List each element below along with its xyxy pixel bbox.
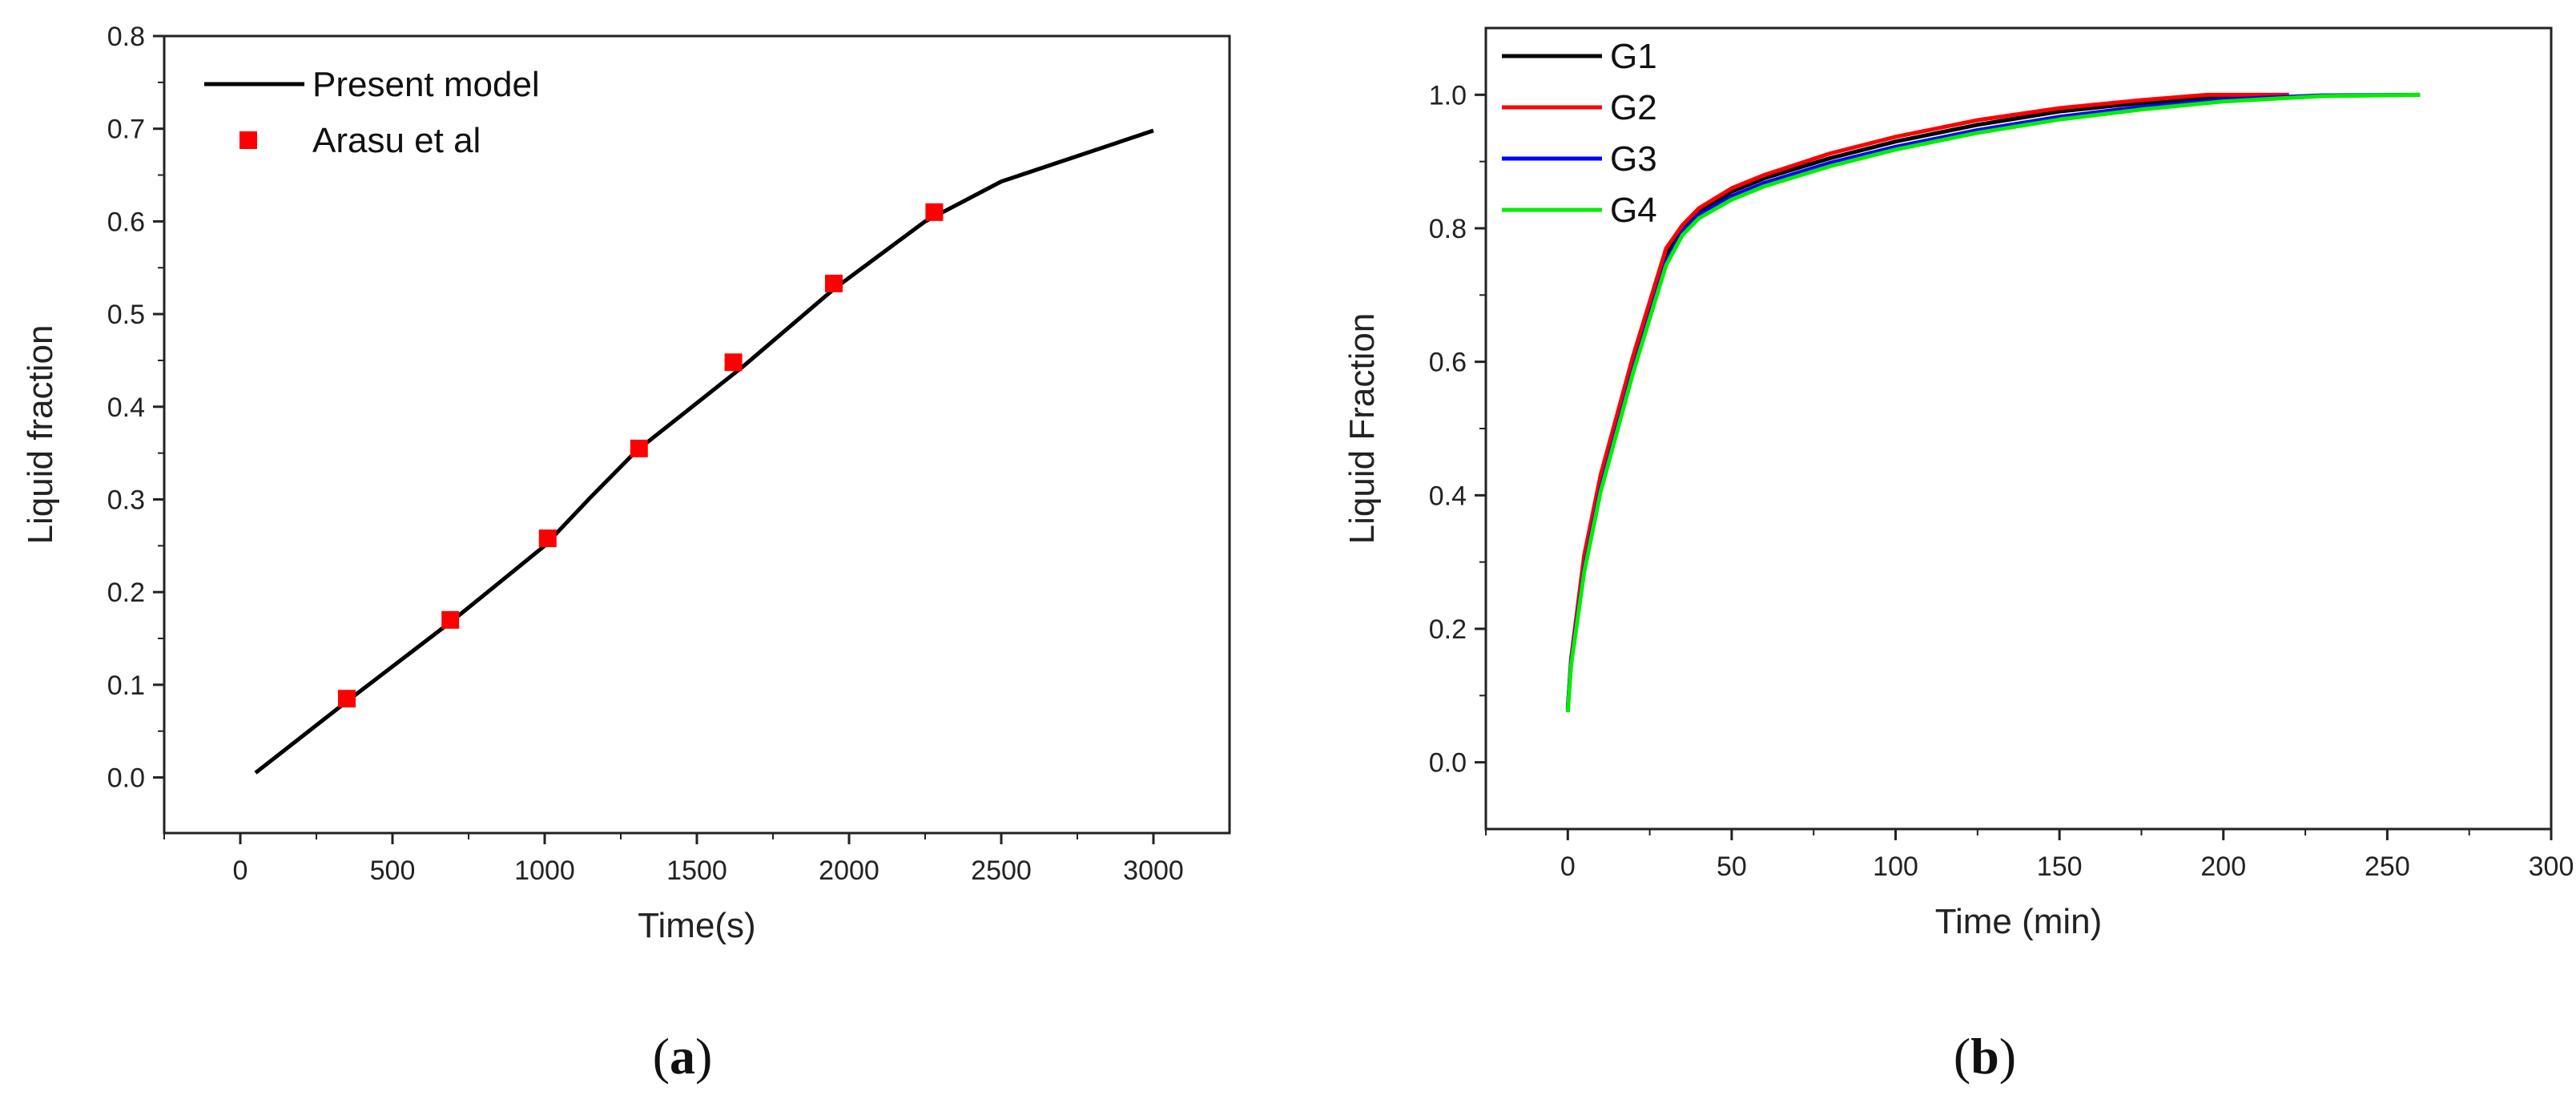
legend-label: G1 (1610, 37, 1657, 76)
x-tick-label: 50 (1717, 851, 1747, 882)
x-tick-label: 3000 (1123, 855, 1184, 886)
y-tick-label: 0.5 (107, 300, 145, 330)
data-point-arasu-et-al (538, 529, 557, 548)
x-tick-label: 100 (1873, 851, 1918, 882)
legend-label: Present model (312, 65, 540, 104)
y-tick-label: 0.1 (107, 670, 145, 701)
x-tick-label: 300 (2529, 851, 2574, 882)
y-tick-label: 0.3 (107, 485, 145, 515)
series-line-present-model (254, 128, 1154, 775)
legend-marker (239, 131, 257, 149)
data-point-arasu-et-al (441, 610, 460, 629)
panel-b-chart: 0 50 100 150 200 250 300 0.0 0.2 0.4 0.6 0.8 1.0 Time… (1342, 26, 2574, 941)
y-axis-label: Liquid fraction (21, 325, 60, 545)
legend-label: G3 (1610, 139, 1657, 179)
x-axis-label: Time (min) (1935, 902, 2103, 941)
x-tick-label: 500 (370, 855, 416, 886)
panel-a-caption: (a) (653, 1028, 713, 1085)
y-tick-label: 0.4 (107, 392, 145, 423)
x-axis-label: Time(s) (638, 906, 755, 945)
data-point-arasu-et-al (724, 353, 743, 372)
x-tick-label: 2000 (819, 855, 879, 886)
data-point-arasu-et-al (338, 690, 356, 708)
y-tick-label: 0.4 (1429, 481, 1467, 511)
series-line-g1 (1565, 92, 2289, 710)
x-tick-label: 0 (233, 855, 248, 886)
panel-b-caption: (b) (1954, 1028, 2016, 1085)
x-tick-label: 1500 (666, 855, 727, 886)
y-tick-label: 1.0 (1429, 80, 1467, 111)
y-tick-label: 0.8 (1429, 214, 1467, 244)
y-tick-label: 0.0 (1429, 748, 1467, 779)
y-tick-label: 0.7 (107, 115, 145, 145)
y-tick-label: 0.8 (107, 22, 145, 52)
panel-a-chart: 0 500 1000 1500 2000 2500 3000 0.0 0.1 0.2 0.3 0.4 0… (21, 22, 1231, 945)
x-tick-label: 1000 (514, 855, 575, 886)
y-axis-label: Liquid Fraction (1342, 313, 1382, 545)
y-tick-label: 0.6 (107, 207, 145, 237)
series-line-g4 (1565, 92, 2421, 713)
data-point-arasu-et-al (925, 203, 944, 221)
data-point-arasu-et-al (825, 274, 843, 292)
x-tick-label: 0 (1560, 851, 1576, 882)
series-line-g3 (1565, 92, 2421, 710)
x-tick-label: 250 (2365, 851, 2410, 882)
y-tick-label: 0.2 (1429, 614, 1467, 645)
x-tick-label: 200 (2200, 851, 2246, 882)
legend-label: Arasu et al (312, 121, 481, 160)
x-tick-label: 2500 (971, 855, 1032, 886)
legend-label: G4 (1610, 191, 1657, 230)
series-line-g2 (1565, 92, 2289, 710)
legend-label: G2 (1610, 88, 1657, 127)
y-tick-label: 0.6 (1429, 348, 1467, 378)
x-tick-label: 150 (2037, 851, 2083, 882)
data-point-arasu-et-al (630, 439, 648, 457)
y-tick-label: 0.2 (107, 578, 145, 608)
y-tick-label: 0.0 (107, 763, 145, 794)
